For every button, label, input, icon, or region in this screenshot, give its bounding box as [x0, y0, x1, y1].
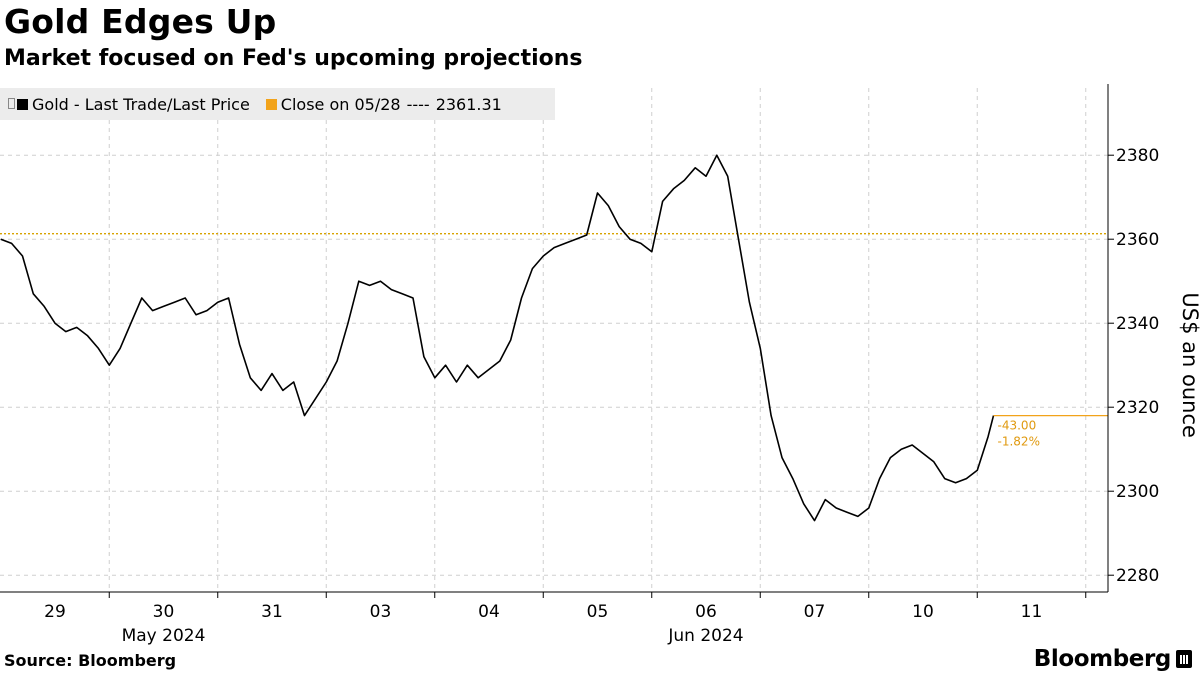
source-note: Source: Bloomberg	[4, 651, 177, 670]
y-tick-label: 2360	[1116, 230, 1159, 250]
x-tick-label: 29	[44, 602, 66, 622]
legend-entry-close[interactable]: Close on 05/28 ---- 2361.31	[265, 94, 502, 114]
y-tick-label: 2340	[1116, 314, 1159, 334]
x-tick-label: 04	[478, 602, 500, 622]
bloomberg-terminal-icon	[1176, 650, 1192, 668]
legend-entry-gold[interactable]: Gold - Last Trade/Last Price	[8, 95, 250, 114]
page-title: Gold Edges Up	[4, 2, 277, 41]
x-tick-label: 10	[912, 602, 934, 622]
x-tick-label: 03	[370, 602, 392, 622]
legend-close-value: 2361.31	[435, 94, 502, 114]
x-tick-label: 11	[1021, 602, 1043, 622]
brand-wordmark: Bloomberg	[1033, 646, 1172, 672]
change-annotation: -43.00	[998, 419, 1037, 433]
y-tick-label: 2280	[1116, 566, 1159, 586]
gold-price-series-line	[0, 154, 995, 522]
candlestick-icon	[8, 97, 15, 109]
x-tick-label: 05	[587, 602, 609, 622]
x-axis-ticks: 29 30 31 03 04 05 06 07 10 11 May 2024 Jun 2024	[44, 592, 1087, 646]
x-month-label: Jun 2024	[667, 626, 743, 646]
legend-swatch-gold	[17, 98, 28, 110]
x-tick-label: 06	[695, 602, 717, 622]
x-tick-label: 30	[153, 602, 175, 622]
brand-logo: Bloomberg	[1034, 646, 1192, 672]
x-month-label: May 2024	[122, 626, 206, 646]
page-subtitle: Market focused on Fed's upcoming project…	[4, 46, 583, 71]
legend-label-close: Close on 05/28	[280, 94, 401, 114]
x-tick-label: 07	[804, 602, 826, 622]
y-tick-label: 2300	[1116, 482, 1159, 502]
legend-swatch-close	[265, 98, 277, 110]
x-tick-label: 31	[261, 602, 283, 622]
legend-label-gold: Gold - Last Trade/Last Price	[32, 94, 250, 114]
y-axis-label: US$ an ounce	[1178, 292, 1200, 438]
change-pct-annotation: -1.82%	[998, 435, 1040, 449]
legend-separator: ----	[406, 94, 430, 114]
grid-lines	[0, 88, 1108, 592]
y-axis-ticks: 2280 2300 2320 2340 2360 2380	[1108, 146, 1159, 586]
chart-legend: Gold - Last Trade/Last Price Close on 05…	[0, 88, 555, 120]
y-tick-label: 2380	[1116, 146, 1159, 166]
y-tick-label: 2320	[1116, 398, 1159, 418]
